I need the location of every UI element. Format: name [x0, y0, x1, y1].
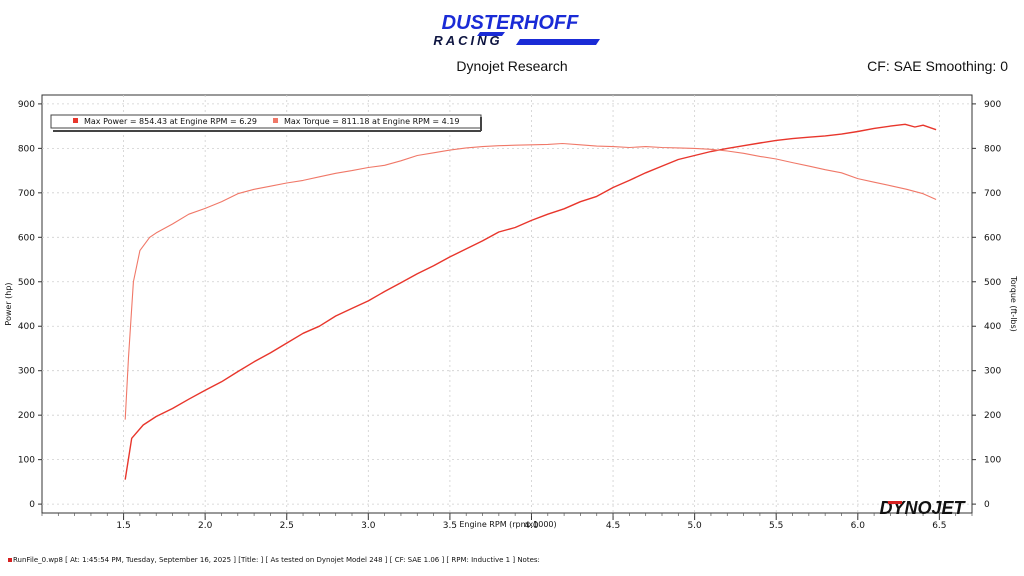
y-right-tick-label: 800: [984, 144, 1001, 154]
y-left-tick-label: 300: [18, 367, 35, 377]
x-tick-label: 4.5: [606, 521, 620, 531]
legend: Max Power = 854.43 at Engine RPM = 6.29 …: [50, 114, 482, 132]
y-right-tick-label: 100: [984, 456, 1001, 466]
y-left-tick-label: 800: [18, 144, 35, 154]
dynojet-watermark: DYNOJET: [879, 498, 966, 518]
x-tick-label: 2.0: [198, 521, 213, 531]
legend-power-swatch: [73, 118, 78, 123]
y-right-tick-label: 400: [984, 322, 1001, 332]
series-line-power: [124, 123, 937, 480]
y-right-tick-label: 700: [984, 189, 1001, 199]
x-tick-label: 3.5: [443, 521, 457, 531]
x-minor-ticks: [41, 513, 973, 516]
x-axis-label: Engine RPM (rpmx1000): [459, 520, 556, 529]
dusterhoff-racing-logo: DUSTERHOFF RACING: [433, 12, 600, 48]
footer-text: RunFile_0.wp8 [ At: 1:45:54 PM, Tuesday,…: [13, 556, 540, 564]
y-right-tick-label: 0: [984, 500, 990, 510]
x-tick-label: 6.5: [932, 521, 946, 531]
y-axis-left-label: Power (hp): [4, 282, 13, 325]
y-left-tick-label: 700: [18, 189, 35, 199]
y-right-tick-label: 300: [984, 367, 1001, 377]
logo-line2: RACING: [433, 33, 502, 48]
y-right-tick-label: 900: [984, 100, 1001, 110]
y-right-tick-label: 500: [984, 278, 1001, 288]
chart-subtitle: Dynojet Research: [456, 58, 568, 74]
footer-marker-icon: [8, 558, 12, 562]
y-left-tick-label: 100: [18, 456, 35, 466]
y-left-tick-label: 900: [18, 100, 35, 110]
y-left-tick-label: 400: [18, 322, 35, 332]
x-tick-label: 4.0: [524, 521, 539, 531]
y-left-tick-label: 200: [18, 411, 35, 421]
legend-power-label: Max Power = 854.43 at Engine RPM = 6.29: [84, 117, 257, 126]
x-tick-label: 3.0: [361, 521, 376, 531]
y-right-tick-label: 200: [984, 411, 1001, 421]
dyno-chart: 0 100 200 300 400 500 600 700 800 900 0 100 200 300 4…: [4, 94, 1018, 531]
legend-torque-label: Max Torque = 811.18 at Engine RPM = 4.19: [284, 117, 459, 126]
run-file-info: RunFile_0.wp8 [ At: 1:45:54 PM, Tuesday,…: [8, 556, 540, 564]
logo-stripe: [477, 32, 505, 36]
grid: [42, 95, 972, 513]
x-tick-label: 1.5: [116, 521, 130, 531]
x-tick-label: 6.0: [851, 521, 866, 531]
y-axis-right: 0 100 200 300 400 500 600 700 800 900: [972, 100, 1001, 510]
y-left-tick-label: 500: [18, 278, 35, 288]
watermark-accent: [888, 501, 902, 504]
y-left-tick-label: 0: [29, 500, 35, 510]
correction-factor-label: CF: SAE Smoothing: 0: [867, 58, 1008, 74]
y-axis-right-label: Torque (ft-lbs): [1009, 275, 1018, 332]
y-right-tick-label: 600: [984, 233, 1001, 243]
logo-line1: DUSTERHOFF: [442, 12, 579, 34]
x-tick-label: 5.0: [687, 521, 702, 531]
legend-torque-swatch: [273, 118, 278, 123]
plot-background: [41, 94, 973, 514]
y-left-tick-label: 600: [18, 233, 35, 243]
x-tick-label: 5.5: [769, 521, 783, 531]
logo-swoosh: [516, 39, 600, 45]
series-line-torque: [124, 142, 937, 420]
y-axis-left: 0 100 200 300 400 500 600 700 800 900: [18, 100, 42, 510]
series-layer: [124, 123, 937, 480]
x-tick-label: 2.5: [280, 521, 294, 531]
